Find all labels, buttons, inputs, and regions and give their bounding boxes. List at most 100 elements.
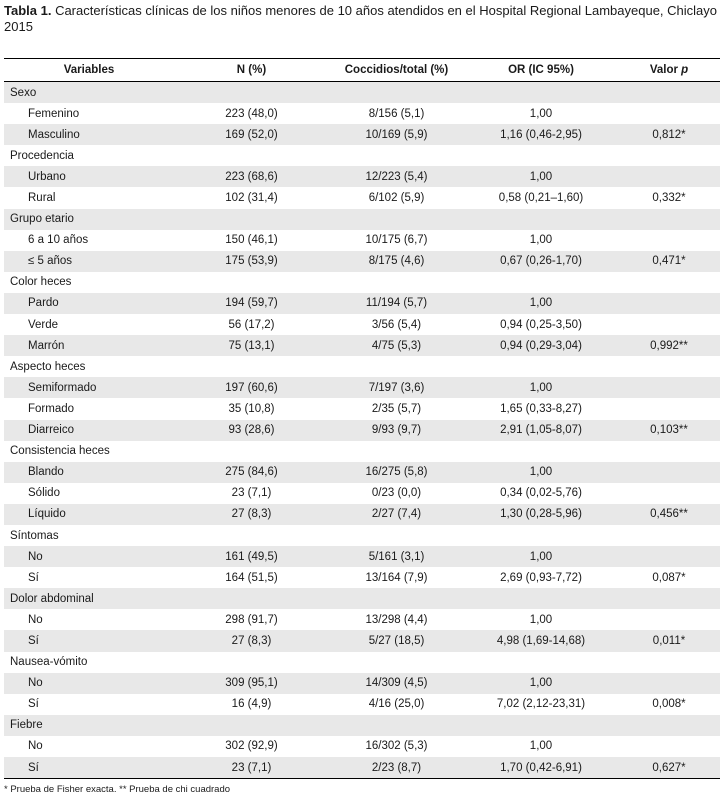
- row-label: Fiebre: [4, 714, 174, 736]
- row-coccidios: [329, 145, 464, 166]
- row-p-value: [618, 314, 720, 335]
- table-row: Urbano 223 (68,6) 12/223 (5,4) 1,00: [4, 166, 720, 188]
- row-p-value: 0,471*: [618, 250, 720, 272]
- header-variables: Variables: [4, 58, 174, 82]
- row-coccidios: [329, 356, 464, 377]
- row-coccidios: 16/302 (5,3): [365, 740, 428, 753]
- row-label: Marrón: [4, 335, 174, 357]
- table-row: No 298 (91,7) 13/298 (4,4) 1,00: [4, 609, 720, 630]
- row-label: Sí: [4, 630, 174, 652]
- row-label: No: [4, 672, 174, 694]
- row-n: 27 (8,3): [174, 630, 329, 652]
- row-label: 6 a 10 años: [28, 234, 89, 247]
- row-label: Rural: [28, 192, 56, 205]
- row-coccidios: 10/175 (6,7): [365, 234, 428, 247]
- row-coccidios: 5/161 (3,1): [329, 546, 464, 568]
- row-coccidios: [329, 652, 464, 673]
- row-n: [174, 208, 329, 230]
- row-or: [464, 525, 618, 546]
- row-n: 223 (48,0): [225, 107, 278, 120]
- row-n: [174, 525, 329, 546]
- row-p-value: [618, 356, 720, 377]
- table-row: No 309 (95,1) 14/309 (4,5) 1,00: [4, 672, 720, 694]
- row-or: [464, 441, 618, 462]
- row-p-value: [618, 461, 720, 483]
- row-p-value: [618, 714, 720, 736]
- row-coccidios: 9/93 (9,7): [329, 419, 464, 441]
- row-p-value: [618, 483, 720, 504]
- row-n: 194 (59,7): [174, 292, 329, 315]
- category-row: Fiebre: [4, 714, 720, 736]
- table-row: Sí 16 (4,9) 4/16 (25,0) 7,02 (2,12-23,31) 0,…: [4, 694, 720, 715]
- row-p-value: 0,627*: [618, 757, 720, 780]
- row-n: [174, 145, 329, 166]
- category-row: Síntomas: [4, 525, 720, 546]
- row-n: 93 (28,6): [174, 419, 329, 441]
- row-n: [174, 356, 329, 377]
- caption-label: Tabla 1.: [4, 3, 52, 18]
- row-or: [464, 714, 618, 736]
- row-p-value: 0,011*: [618, 630, 720, 652]
- row-n: 197 (60,6): [174, 377, 329, 399]
- row-p-value: [618, 588, 720, 610]
- header-valor-label: Valor: [649, 64, 682, 76]
- row-or: 1,70 (0,42-6,91): [464, 757, 618, 780]
- row-label: No: [4, 546, 174, 568]
- row-n: 275 (84,6): [174, 461, 329, 483]
- row-or: 1,00: [464, 377, 618, 399]
- table-row: Femenino 223 (48,0) 8/156 (5,1) 1,00: [4, 103, 720, 124]
- row-n: 56 (17,2): [228, 318, 275, 331]
- category-row: Sexo: [4, 81, 720, 104]
- row-n: 309 (95,1): [174, 672, 329, 694]
- row-label: Urbano: [4, 166, 174, 188]
- header-row: Variables N (%) Coccidios/total (%) OR (…: [4, 58, 720, 82]
- row-or: [464, 81, 618, 104]
- category-row: Color heces: [4, 272, 720, 293]
- row-coccidios: 5/27 (18,5): [329, 630, 464, 652]
- row-label: Sólido: [28, 487, 60, 500]
- row-or: [464, 588, 618, 610]
- row-n: [174, 441, 329, 462]
- row-coccidios: [329, 272, 464, 293]
- row-coccidios: [329, 81, 464, 104]
- row-coccidios: 14/309 (4,5): [329, 672, 464, 694]
- row-coccidios: [329, 208, 464, 230]
- row-label: Formado: [28, 402, 75, 415]
- row-p-value: [618, 525, 720, 546]
- row-coccidios: 0/23 (0,0): [371, 487, 422, 500]
- row-label: Pardo: [4, 292, 174, 315]
- row-p-value: [618, 609, 720, 630]
- row-coccidios: [329, 525, 464, 546]
- header-n: N (%): [174, 58, 329, 82]
- table-row: Sólido 23 (7,1) 0/23 (0,0) 0,34 (0,02-5,76): [4, 483, 720, 504]
- table-caption: Tabla 1. Características clínicas de los…: [4, 3, 720, 35]
- row-or: 0,34 (0,02-5,76): [500, 487, 582, 500]
- row-label: Síntomas: [10, 529, 59, 542]
- row-label: Verde: [28, 318, 59, 331]
- category-row: Dolor abdominal: [4, 588, 720, 610]
- row-p-value: [618, 230, 720, 251]
- row-p-value: [618, 103, 720, 124]
- row-p-value: 0,103**: [618, 419, 720, 441]
- table-row: Diarreico 93 (28,6) 9/93 (9,7) 2,91 (1,05-8…: [4, 419, 720, 441]
- row-n: 161 (49,5): [174, 546, 329, 568]
- row-coccidios: 2/35 (5,7): [371, 402, 422, 415]
- header-p-italic: p: [681, 64, 689, 76]
- row-or: 1,00: [464, 461, 618, 483]
- row-p-value: [618, 441, 720, 462]
- row-coccidios: 12/223 (5,4): [329, 166, 464, 188]
- category-row: Consistencia heces: [4, 441, 720, 462]
- table-row: Masculino 169 (52,0) 10/169 (5,9) 1,16 (0,4…: [4, 124, 720, 146]
- header-or: OR (IC 95%): [464, 58, 618, 82]
- row-p-value: [618, 272, 720, 293]
- row-label: Sí: [28, 571, 39, 584]
- table-row: Semiformado 197 (60,6) 7/197 (3,6) 1,00: [4, 377, 720, 399]
- row-n: 102 (31,4): [225, 192, 278, 205]
- category-row: Procedencia: [4, 145, 720, 166]
- row-label: Blando: [4, 461, 174, 483]
- row-label: Dolor abdominal: [4, 588, 174, 610]
- row-p-value: [618, 398, 720, 419]
- row-or: [464, 208, 618, 230]
- row-coccidios: 3/56 (5,4): [371, 318, 422, 331]
- row-coccidios: 10/169 (5,9): [329, 124, 464, 146]
